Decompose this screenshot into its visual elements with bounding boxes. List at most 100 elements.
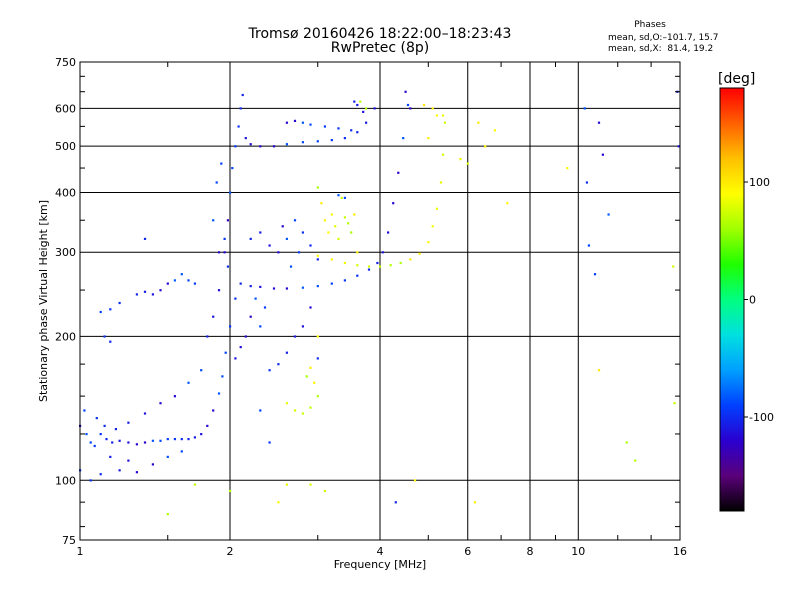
data-point	[173, 438, 176, 441]
data-point	[597, 121, 601, 124]
data-point	[330, 139, 333, 142]
data-point	[459, 158, 462, 161]
data-point	[402, 137, 405, 140]
data-point	[353, 213, 356, 216]
data-point	[277, 251, 280, 254]
data-point	[379, 265, 382, 268]
data-point	[309, 483, 312, 486]
data-point	[316, 335, 319, 338]
data-point	[439, 181, 443, 184]
data-point	[381, 251, 384, 254]
data-point	[356, 131, 359, 134]
data-point	[392, 202, 395, 205]
data-point	[95, 417, 98, 420]
data-point	[217, 392, 221, 395]
data-point	[427, 137, 430, 140]
data-point	[118, 439, 121, 442]
phase-header: Phases	[634, 20, 666, 30]
data-point	[362, 110, 365, 113]
data-point	[212, 219, 215, 222]
data-point	[234, 297, 237, 300]
data-point	[259, 145, 262, 148]
data-point	[409, 107, 412, 110]
data-point	[409, 258, 412, 261]
data-point	[223, 251, 226, 254]
data-point	[330, 282, 333, 285]
y-tick-label: 100	[55, 474, 76, 487]
data-point	[127, 441, 130, 444]
data-point	[316, 258, 319, 261]
data-point	[217, 289, 221, 292]
data-point	[212, 315, 215, 318]
data-point	[159, 439, 162, 442]
data-point	[297, 251, 301, 254]
data-point	[173, 279, 176, 282]
data-point	[193, 483, 196, 486]
data-point	[585, 181, 588, 184]
data-point	[166, 438, 169, 441]
data-point	[234, 357, 237, 360]
data-point	[343, 216, 346, 219]
data-point	[259, 409, 262, 412]
data-point	[484, 145, 487, 148]
data-point	[293, 119, 297, 122]
data-point	[301, 121, 304, 124]
data-point	[89, 479, 92, 482]
y-axis-ticks: 75 100 200 300 400 500 600 750	[55, 56, 680, 547]
data-point	[103, 335, 106, 338]
data-point	[229, 325, 232, 328]
data-point	[285, 351, 288, 354]
data-point	[601, 153, 604, 156]
data-point	[367, 265, 371, 268]
data-point	[143, 412, 147, 415]
data-point	[118, 301, 121, 305]
data-point	[281, 225, 284, 228]
phase-o-stats: mean, sd,O:–101.7, 15.7	[608, 33, 719, 43]
data-point	[435, 207, 438, 210]
y-axis-label: Stationary phase Virtual Height [km]	[37, 200, 50, 402]
data-point	[323, 125, 326, 128]
data-point	[85, 433, 88, 436]
data-point	[187, 438, 190, 441]
data-point	[309, 406, 312, 409]
data-point	[220, 162, 223, 165]
data-point	[83, 409, 86, 412]
data-point	[397, 171, 400, 174]
data-point	[151, 463, 154, 466]
data-point	[418, 252, 421, 255]
data-point	[231, 167, 234, 170]
data-point	[477, 121, 480, 124]
y-tick-label: 300	[55, 246, 76, 259]
data-point	[217, 251, 221, 254]
y-tick-label: 200	[55, 330, 76, 343]
data-point	[320, 202, 323, 205]
data-point	[316, 140, 319, 143]
data-point	[316, 357, 319, 360]
data-point	[135, 443, 138, 446]
data-point	[180, 450, 183, 453]
data-point	[350, 231, 353, 234]
data-point	[187, 381, 190, 384]
data-point	[340, 196, 343, 199]
data-point	[316, 186, 319, 189]
data-point	[159, 402, 162, 405]
colorbar-tick-label: -100	[749, 411, 774, 424]
data-point	[244, 137, 247, 140]
data-point	[330, 258, 333, 261]
data-point	[103, 424, 106, 427]
data-point	[272, 287, 276, 290]
data-point	[237, 125, 240, 128]
data-point	[105, 438, 108, 441]
x-tick-label: 16	[673, 545, 687, 558]
data-point	[583, 107, 586, 110]
data-point	[89, 441, 92, 444]
data-point	[206, 424, 209, 427]
data-point	[193, 282, 196, 285]
data-point	[389, 264, 392, 267]
data-point	[221, 375, 224, 378]
data-point	[187, 279, 190, 282]
x-tick-label: 2	[227, 545, 234, 558]
chart-title: Tromsø 20160426 18:22:00–18:23:43	[248, 26, 512, 42]
data-point	[422, 103, 426, 107]
data-point	[353, 100, 356, 103]
